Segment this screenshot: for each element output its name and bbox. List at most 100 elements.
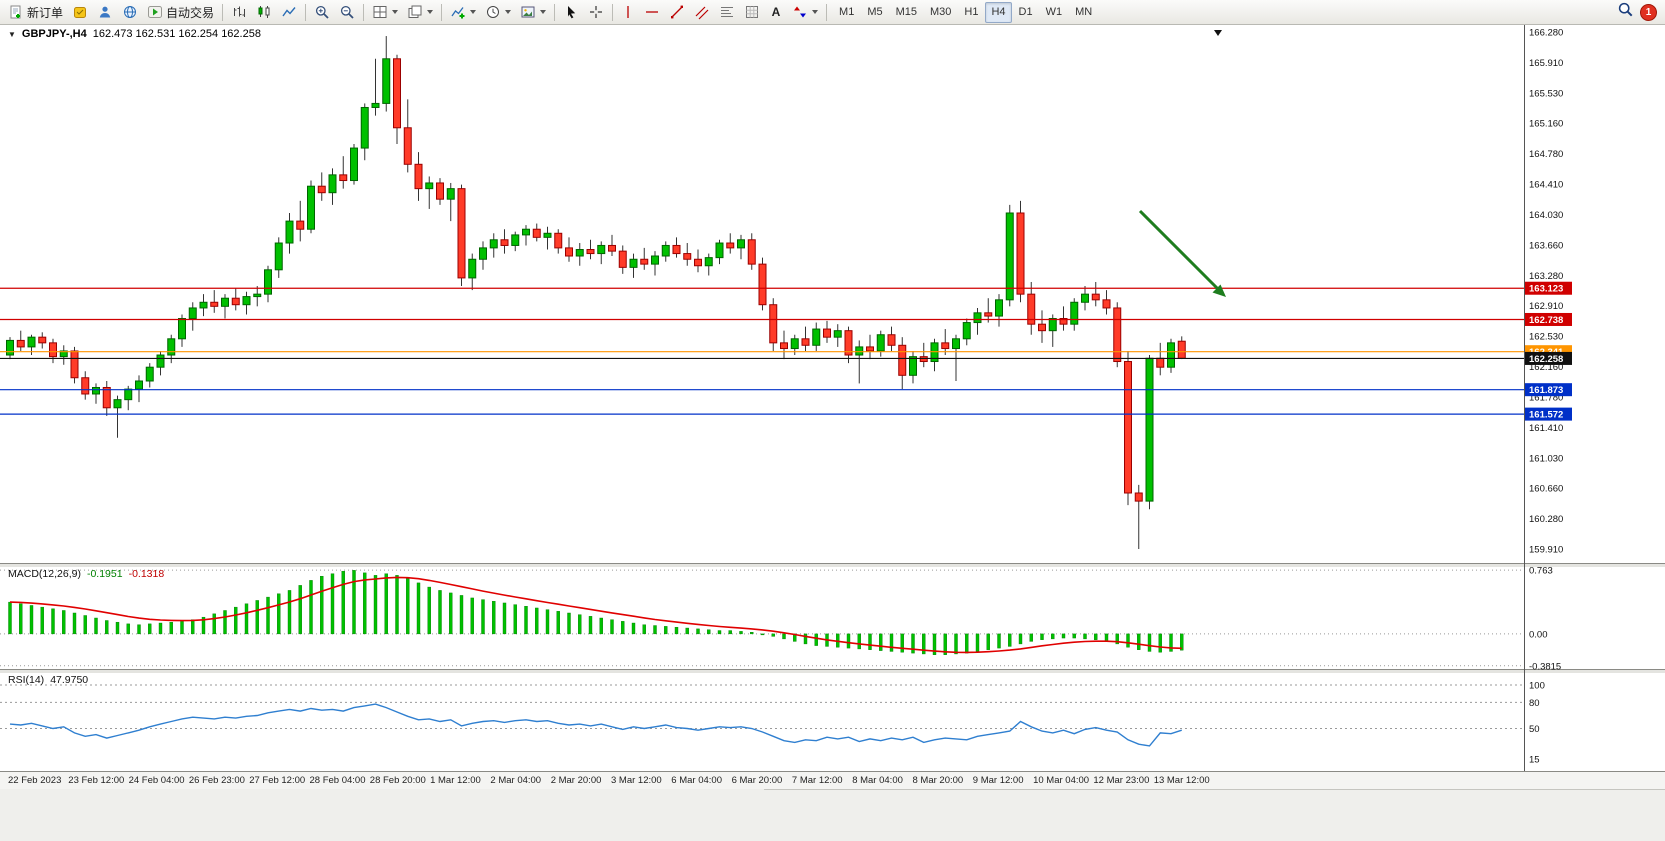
- main-toolbar: 新订单 自动交易 A M1 M5 M15 M30 H1 H4 D1 W1 MN 1: [0, 0, 1665, 25]
- indicators-plus-icon: [450, 4, 466, 20]
- search-icon[interactable]: [1617, 1, 1634, 23]
- fibonacci-icon: [719, 4, 735, 20]
- dropdown-caret-icon: [812, 10, 819, 14]
- macd-panel: 0.763 0.00 -0.3815: [0, 566, 1561, 672]
- svg-text:161.030: 161.030: [1529, 453, 1563, 464]
- market-person-icon: [97, 4, 113, 20]
- svg-text:166.280: 166.280: [1529, 28, 1563, 39]
- new-order-icon: [8, 4, 24, 20]
- autotrading-button[interactable]: 自动交易: [143, 1, 218, 24]
- svg-text:7 Mar 12:00: 7 Mar 12:00: [792, 775, 843, 786]
- dropdown-caret-icon: [505, 10, 512, 14]
- crosshair-button[interactable]: [584, 1, 608, 24]
- svg-text:164.410: 164.410: [1529, 180, 1563, 191]
- rsi-name: RSI(14): [8, 674, 45, 686]
- svg-text:26 Feb 23:00: 26 Feb 23:00: [189, 775, 245, 786]
- hline-objects[interactable]: 163.123162.738162.341162.258161.873161.5…: [0, 281, 1572, 421]
- toolbar-separator: [612, 3, 614, 21]
- svg-text:6 Mar 20:00: 6 Mar 20:00: [732, 775, 783, 786]
- legend-symbol: GBPJPY-,H4: [21, 28, 87, 40]
- cursor-arrow-icon: [563, 4, 579, 20]
- zoom-out-button[interactable]: [335, 1, 359, 24]
- new-order-button[interactable]: 新订单: [4, 1, 67, 24]
- tf-M30[interactable]: M30: [930, 5, 952, 18]
- horizontal-line-button[interactable]: [640, 1, 664, 24]
- svg-text:50: 50: [1529, 724, 1540, 735]
- svg-text:0.00: 0.00: [1529, 629, 1548, 640]
- fibonacci-button[interactable]: [715, 1, 739, 24]
- tf-MN[interactable]: MN: [1075, 5, 1093, 18]
- time-axis: 22 Feb 2023 23 Feb 12:00 24 Feb 04:00 26 Fe…: [8, 775, 1210, 786]
- toolbar-right-group: 1: [1617, 1, 1661, 23]
- channel-button[interactable]: [690, 1, 714, 24]
- vertical-line-icon: [621, 4, 635, 20]
- svg-text:100: 100: [1529, 681, 1545, 692]
- svg-text:1 Mar 12:00: 1 Mar 12:00: [430, 775, 481, 786]
- dropdown-caret-icon: [470, 10, 477, 14]
- arrows-button[interactable]: [788, 1, 822, 24]
- news-count-badge[interactable]: 1: [1640, 3, 1657, 21]
- chart-bars-button[interactable]: [227, 1, 251, 24]
- svg-text:22 Feb 2023: 22 Feb 2023: [8, 775, 61, 786]
- chart-candlesticks-button[interactable]: [252, 1, 276, 24]
- tf-H4[interactable]: H4: [985, 1, 1012, 23]
- zoom-out-icon: [339, 4, 355, 20]
- chart-shift-marker-icon[interactable]: [1214, 30, 1222, 36]
- arrow-annotation[interactable]: [1138, 209, 1226, 297]
- market-button[interactable]: [93, 1, 117, 24]
- svg-text:162.738: 162.738: [1529, 315, 1563, 326]
- tf-D1[interactable]: D1: [1018, 5, 1033, 18]
- templates-button[interactable]: [516, 1, 550, 24]
- svg-text:161.410: 161.410: [1529, 423, 1563, 434]
- svg-text:3 Mar 12:00: 3 Mar 12:00: [611, 775, 662, 786]
- grid-button[interactable]: [740, 1, 764, 24]
- svg-text:24 Feb 04:00: 24 Feb 04:00: [129, 775, 185, 786]
- tf-M15[interactable]: M15: [895, 5, 917, 18]
- indicators-button[interactable]: [446, 1, 480, 24]
- chart-canvas[interactable]: 166.280 165.910 165.530 165.160 164.780 164.4…: [0, 25, 1665, 841]
- chart-line-button[interactable]: [277, 1, 301, 24]
- text-button[interactable]: A: [765, 1, 787, 24]
- svg-text:8 Mar 04:00: 8 Mar 04:00: [852, 775, 903, 786]
- svg-text:165.910: 165.910: [1529, 58, 1563, 69]
- equidistant-channel-icon: [694, 4, 710, 20]
- metaeditor-button[interactable]: [68, 1, 92, 24]
- svg-text:161.572: 161.572: [1529, 410, 1563, 421]
- svg-text:2 Mar 04:00: 2 Mar 04:00: [490, 775, 541, 786]
- zoom-in-button[interactable]: [310, 1, 334, 24]
- chart-legend: ▼ GBPJPY-,H4 162.473 162.531 162.254 162…: [8, 28, 261, 40]
- new-order-label: 新订单: [27, 5, 64, 20]
- vertical-line-button[interactable]: [617, 1, 639, 24]
- svg-text:28 Feb 04:00: 28 Feb 04:00: [310, 775, 366, 786]
- tile-windows-button[interactable]: [368, 1, 402, 24]
- tf-M5[interactable]: M5: [867, 5, 883, 18]
- price-axis: 166.280 165.910 165.530 165.160 164.780 164.4…: [1529, 28, 1563, 556]
- legend-ohlc: 162.473 162.531 162.254 162.258: [92, 28, 261, 40]
- svg-text:9 Mar 12:00: 9 Mar 12:00: [973, 775, 1024, 786]
- arrows-tool-icon: [792, 4, 808, 20]
- clock-icon: [485, 4, 501, 20]
- periods-button[interactable]: [481, 1, 515, 24]
- dropdown-caret-icon: [540, 10, 547, 14]
- cursor-button[interactable]: [559, 1, 583, 24]
- chart-window[interactable]: 166.280 165.910 165.530 165.160 164.780 164.4…: [0, 25, 1665, 841]
- svg-text:162.258: 162.258: [1529, 354, 1563, 365]
- macd-label: MACD(12,26,9) -0.1951 -0.1318: [8, 568, 164, 580]
- svg-text:27 Feb 12:00: 27 Feb 12:00: [249, 775, 305, 786]
- svg-text:2 Mar 20:00: 2 Mar 20:00: [551, 775, 602, 786]
- rsi-panel: 100 80 50 15: [0, 681, 1545, 765]
- legend-marker-icon: ▼: [8, 30, 16, 39]
- tf-M1[interactable]: M1: [839, 5, 855, 18]
- tf-H1[interactable]: H1: [964, 5, 979, 18]
- trendline-button[interactable]: [665, 1, 689, 24]
- svg-text:163.660: 163.660: [1529, 240, 1563, 251]
- cascade-windows-button[interactable]: [403, 1, 437, 24]
- help-button[interactable]: [118, 1, 142, 24]
- tf-W1[interactable]: W1: [1045, 5, 1063, 18]
- svg-text:163.280: 163.280: [1529, 271, 1563, 282]
- horizontal-line-icon: [644, 4, 660, 20]
- svg-text:15: 15: [1529, 754, 1540, 765]
- rsi-label: RSI(14) 47.9750: [8, 674, 88, 686]
- dropdown-caret-icon: [392, 10, 399, 14]
- svg-text:161.780: 161.780: [1529, 392, 1563, 403]
